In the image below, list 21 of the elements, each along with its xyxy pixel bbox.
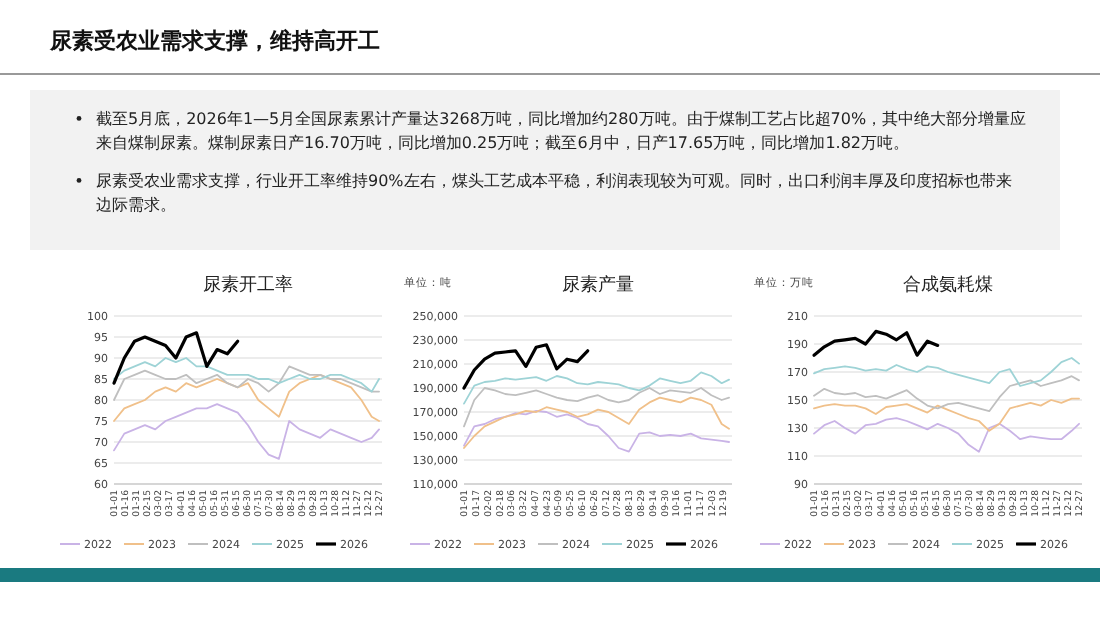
text: 尿素受农业需求支撑，行业开工率维持90%左右，煤头工艺成本平稳，利润表现较为可观。同时，出口利润丰厚及印度招标也带来边际需求。 bbox=[96, 172, 1012, 214]
line-series bbox=[113, 373, 380, 422]
line-series bbox=[813, 397, 1080, 432]
line-series bbox=[463, 396, 730, 449]
line-series bbox=[462, 343, 590, 390]
line-series bbox=[813, 357, 1080, 387]
line-series bbox=[113, 403, 380, 460]
line-series bbox=[813, 417, 1080, 453]
line-series bbox=[113, 357, 380, 393]
chart-title: 尿素产量 bbox=[562, 274, 634, 296]
chart-title: 合成氨耗煤 bbox=[903, 274, 993, 296]
line-series bbox=[463, 371, 730, 405]
text: 截至5月底，2026年1—5月全国尿素累计产量达3268万吨，同比增加约280万吨。由于煤制工艺占比超70%，其中绝大部分增量应来自煤制尿素。煤制尿素日产16.70万吨，同比增加0.25万吨；截至6月中，日产17.65万吨，同比增加1.82万吨。 bbox=[96, 110, 1027, 152]
line-series bbox=[813, 375, 1080, 413]
chart-title: 尿素开工率 bbox=[203, 274, 293, 296]
text: 尿素受农业需求支撑，维持高开工 bbox=[48, 28, 380, 54]
line-series bbox=[463, 387, 730, 428]
line-series bbox=[812, 329, 940, 357]
line-series bbox=[463, 409, 730, 453]
line-series bbox=[112, 331, 240, 385]
line-series bbox=[113, 365, 380, 401]
